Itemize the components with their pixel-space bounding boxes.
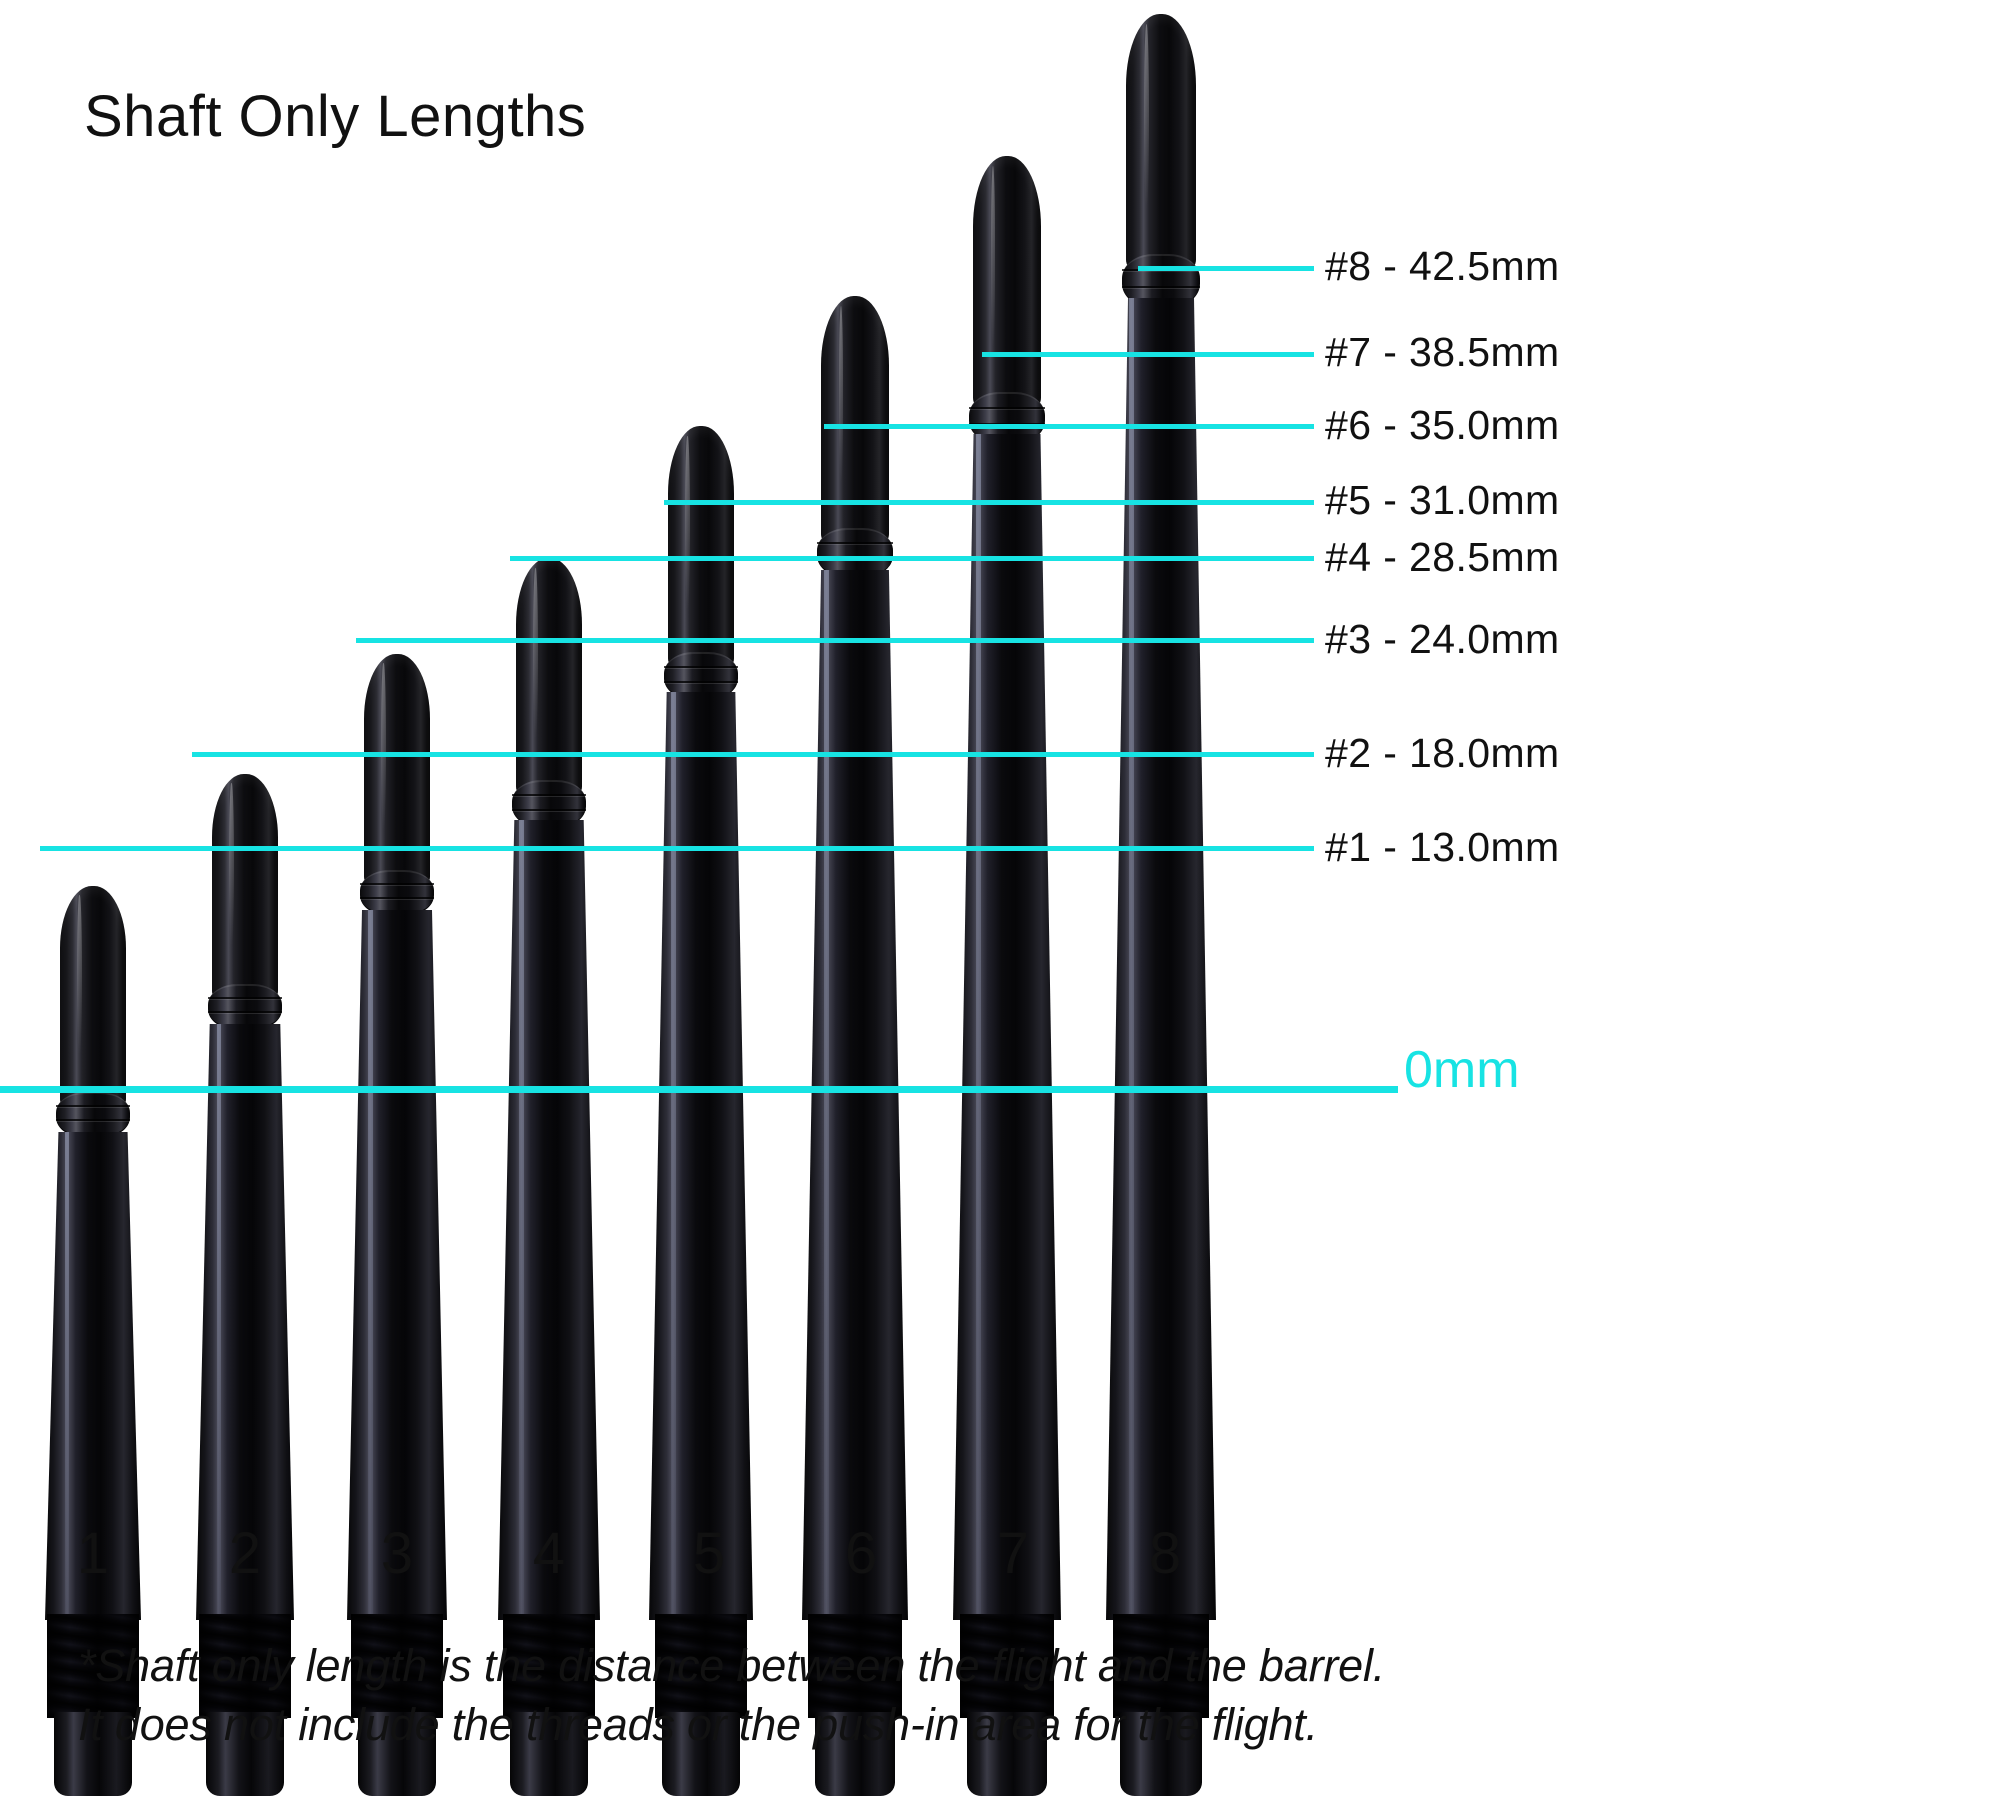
shaft-tip bbox=[206, 1712, 284, 1796]
shaft-threads bbox=[655, 1614, 747, 1718]
shaft-tip bbox=[662, 1712, 740, 1796]
shaft-number-5: 5 bbox=[692, 1521, 726, 1586]
shaft-cap bbox=[364, 654, 430, 886]
shaft-collar bbox=[56, 1092, 130, 1138]
shaft-3 bbox=[332, 276, 462, 1796]
collar-rib bbox=[512, 809, 586, 811]
shaft-cap bbox=[1126, 14, 1196, 270]
collar-rib bbox=[360, 883, 434, 885]
shaft-tip bbox=[815, 1712, 895, 1796]
shaft-7 bbox=[940, 156, 1074, 1796]
shaft-threads bbox=[47, 1614, 139, 1718]
shaft-body bbox=[196, 1024, 294, 1620]
shaft-body bbox=[802, 570, 908, 1620]
shaft-body bbox=[649, 692, 753, 1620]
shaft-threads bbox=[351, 1614, 443, 1718]
collar-rib bbox=[664, 681, 738, 683]
shaft-number-7: 7 bbox=[996, 1521, 1030, 1586]
collar-rib bbox=[360, 897, 434, 899]
shaft-cap bbox=[668, 426, 734, 668]
collar-rib bbox=[208, 1011, 282, 1013]
shaft-threads bbox=[503, 1614, 595, 1718]
shaft-cap bbox=[821, 296, 889, 544]
shaft-collar bbox=[360, 870, 434, 916]
shaft-2 bbox=[180, 276, 310, 1796]
page-title: Shaft Only Lengths bbox=[84, 84, 587, 149]
collar-rib bbox=[817, 542, 893, 544]
measure-label-8: #8 - 42.5mm bbox=[1325, 243, 1560, 289]
shaft-6 bbox=[788, 276, 922, 1796]
measure-line-3 bbox=[356, 638, 1314, 643]
measure-line-7 bbox=[982, 352, 1314, 357]
shaft-number-8: 8 bbox=[1148, 1521, 1182, 1586]
measure-line-zero bbox=[0, 1086, 1398, 1093]
measure-label-1: #1 - 13.0mm bbox=[1325, 824, 1560, 870]
collar-rib bbox=[664, 666, 738, 668]
collar-rib bbox=[512, 794, 586, 796]
shaft-number-6: 6 bbox=[844, 1521, 878, 1586]
collar-rib bbox=[208, 997, 282, 999]
shaft-number-4: 4 bbox=[532, 1521, 566, 1586]
measure-line-8 bbox=[1138, 266, 1314, 271]
shaft-cap bbox=[973, 156, 1041, 408]
measure-line-4 bbox=[510, 556, 1314, 561]
shaft-body bbox=[498, 820, 600, 1620]
collar-rib bbox=[56, 1105, 130, 1107]
shaft-threads bbox=[1113, 1614, 1209, 1718]
collar-rib bbox=[1122, 286, 1200, 288]
measure-label-6: #6 - 35.0mm bbox=[1325, 402, 1560, 448]
measure-line-5 bbox=[664, 500, 1314, 505]
measure-line-6 bbox=[824, 424, 1314, 429]
shaft-tip bbox=[358, 1712, 436, 1796]
shaft-tip bbox=[54, 1712, 132, 1796]
shaft-collar bbox=[208, 984, 282, 1030]
measure-line-1 bbox=[40, 846, 1314, 851]
measure-label-zero: 0mm bbox=[1404, 1041, 1520, 1099]
footnote-text: *Shaft only length is the distance betwe… bbox=[78, 1640, 1386, 1751]
shaft-1 bbox=[28, 276, 158, 1796]
shaft-threads bbox=[199, 1614, 291, 1718]
shaft-threads bbox=[960, 1614, 1054, 1718]
measure-label-3: #3 - 24.0mm bbox=[1325, 616, 1560, 662]
shaft-cap bbox=[60, 886, 126, 1108]
measure-label-7: #7 - 38.5mm bbox=[1325, 329, 1560, 375]
shaft-tip bbox=[510, 1712, 588, 1796]
measure-label-2: #2 - 18.0mm bbox=[1325, 730, 1560, 776]
measure-label-5: #5 - 31.0mm bbox=[1325, 477, 1560, 523]
collar-rib bbox=[56, 1119, 130, 1121]
shaft-body bbox=[45, 1132, 141, 1620]
measure-line-2 bbox=[192, 752, 1314, 757]
shaft-tip bbox=[967, 1712, 1047, 1796]
shaft-number-2: 2 bbox=[228, 1521, 262, 1586]
shaft-number-3: 3 bbox=[380, 1521, 414, 1586]
shaft-tip bbox=[1120, 1712, 1202, 1796]
shaft-body bbox=[1106, 298, 1216, 1620]
shaft-body bbox=[347, 910, 447, 1620]
measure-label-4: #4 - 28.5mm bbox=[1325, 534, 1560, 580]
shaft-cap bbox=[212, 774, 278, 1000]
collar-rib bbox=[969, 407, 1045, 409]
shaft-threads bbox=[808, 1614, 902, 1718]
shaft-cap bbox=[516, 558, 582, 796]
shaft-number-1: 1 bbox=[76, 1521, 110, 1586]
shaft-4 bbox=[484, 276, 614, 1796]
shaft-8 bbox=[1092, 14, 1230, 1796]
shaft-body bbox=[953, 434, 1061, 1620]
